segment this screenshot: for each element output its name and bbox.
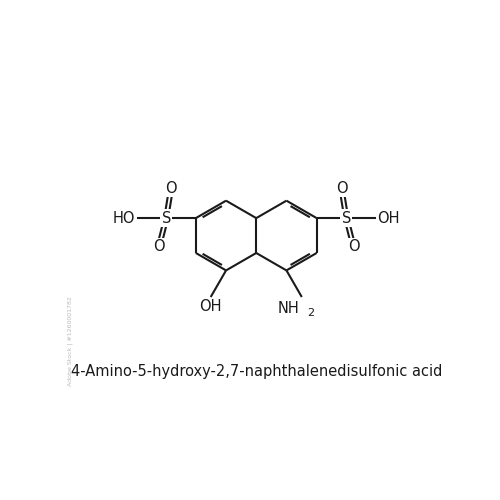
- Text: NH: NH: [278, 301, 299, 316]
- Text: Adobe Stock | #1260001782: Adobe Stock | #1260001782: [68, 296, 73, 386]
- Text: OH: OH: [200, 300, 222, 314]
- Text: O: O: [165, 181, 177, 196]
- Text: S: S: [162, 210, 171, 226]
- Text: O: O: [336, 181, 347, 196]
- Text: HO: HO: [113, 210, 136, 226]
- Text: O: O: [348, 239, 360, 254]
- Text: O: O: [153, 239, 164, 254]
- Text: S: S: [342, 210, 351, 226]
- Text: OH: OH: [377, 210, 400, 226]
- Text: 4-Amino-5-hydroxy-2,7-naphthalenedisulfonic acid: 4-Amino-5-hydroxy-2,7-naphthalenedisulfo…: [70, 364, 442, 378]
- Text: 2: 2: [307, 308, 314, 318]
